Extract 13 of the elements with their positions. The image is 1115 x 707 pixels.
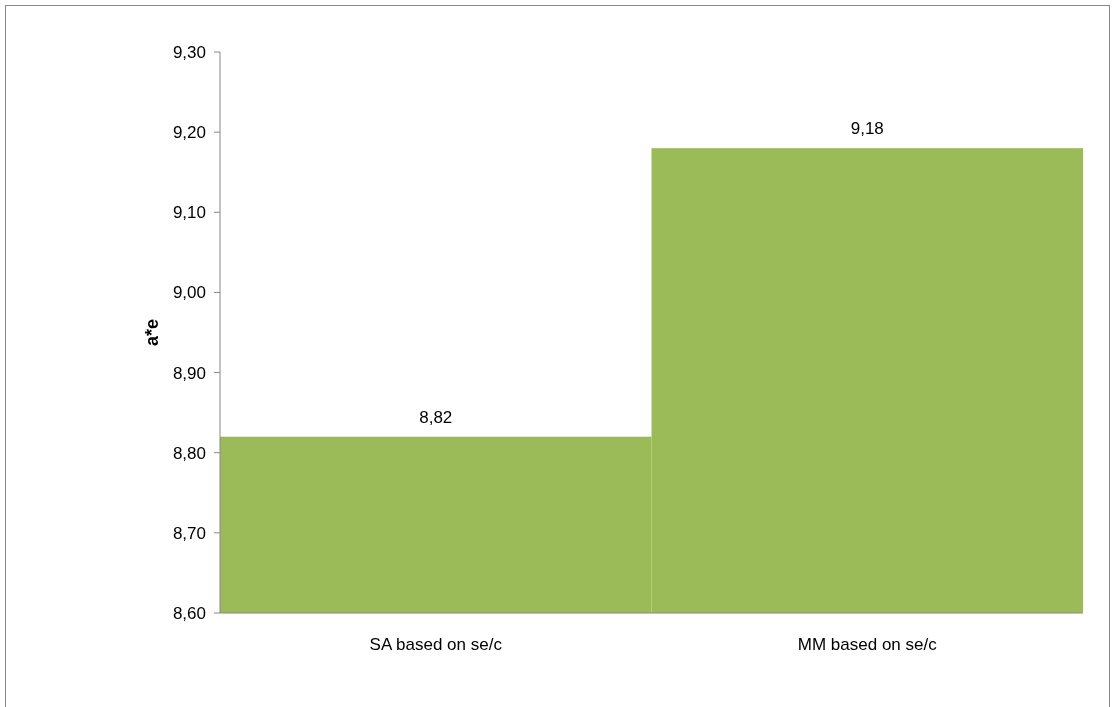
y-tick-label: 8,90 (172, 363, 206, 383)
y-tick-label: 9,20 (172, 123, 206, 143)
y-tick-label: 9,10 (172, 203, 206, 223)
x-tick-label: MM based on se/c (797, 635, 938, 654)
data-label: 8,82 (419, 407, 453, 427)
x-tick-label: SA based on se/c (369, 635, 503, 654)
y-tick-label: 8,80 (172, 443, 206, 463)
y-tick-label: 8,70 (172, 523, 206, 543)
y-tick-label: 9,30 (172, 42, 206, 62)
y-tick-label: 9,00 (172, 283, 206, 303)
y-tick-label: 8,60 (172, 603, 206, 623)
y-axis-title: a*e (142, 318, 162, 347)
data-label: 9,18 (850, 119, 884, 139)
